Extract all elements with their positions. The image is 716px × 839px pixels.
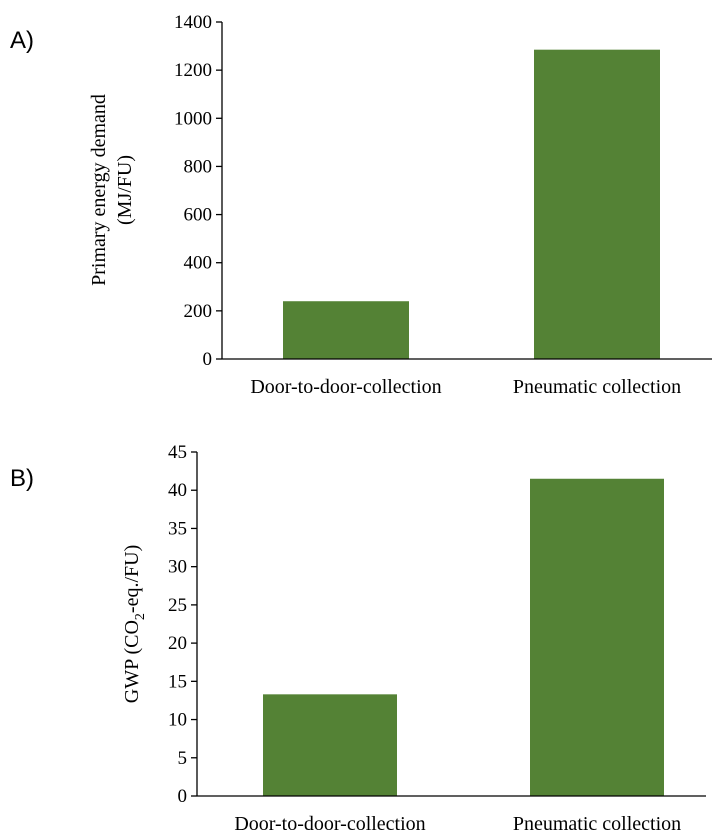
panel-b-y-axis-title-part-1: GWP (CO [121, 620, 143, 703]
panel-a-y-tick-label: 400 [184, 253, 213, 274]
panel-a-y-tick-label: 0 [203, 349, 213, 370]
panel-b-y-tick-label: 25 [168, 595, 187, 616]
panel-b-y-tick-label: 45 [168, 442, 187, 463]
panel-b-y-axis-title-subscript: 2 [133, 613, 148, 620]
panel-a-plot-area: 0 200 400 600 800 1000 1200 1400 Door-to-door-co… [174, 12, 712, 398]
panel-a-y-tick-label: 600 [184, 205, 213, 226]
panel-b-y-tick-label: 35 [168, 518, 187, 539]
panel-b-y-tick-label: 10 [168, 710, 187, 731]
panel-a-y-tick-label: 1400 [174, 12, 212, 33]
panel-b-y-axis-title-part-3: -eq./FU) [121, 545, 143, 613]
panel-a-bar-1 [283, 301, 409, 359]
panel-a-y-tick-label: 200 [184, 301, 213, 322]
panel-b-bar-1 [263, 694, 397, 796]
panel-b-y-tick-label: 15 [168, 671, 187, 692]
panel-a-y-axis-title-line-2: (MJ/FU) [114, 155, 136, 225]
panel-a-y-tick-label: 1200 [174, 60, 212, 81]
panel-b-y-tick-label: 30 [168, 557, 187, 578]
panel-a-energy-demand-chart: A) Primary energy demand (MJ/FU) 0 200 400… [10, 12, 712, 398]
panel-b-y-tick-label: 0 [178, 786, 188, 807]
panel-b-y-axis-title-text: GWP (CO2-eq./FU) [121, 545, 148, 703]
panel-b-bar-2 [530, 478, 664, 796]
panel-a-y-axis-title: Primary energy demand (MJ/FU) [88, 94, 136, 286]
panel-b-y-tick-label: 5 [178, 748, 188, 769]
panel-b-label: B) [10, 465, 34, 492]
panel-a-label: A) [10, 27, 34, 54]
panel-a-y-tick-label: 800 [184, 156, 213, 177]
panel-b-x-category-label: Pneumatic collection [513, 813, 681, 835]
panel-a-x-category-label: Door-to-door-collection [250, 376, 441, 398]
panel-a-y-tick-label: 1000 [174, 108, 212, 129]
panel-b-plot-area: 0 5 10 15 20 25 30 35 40 45 Door-to-door-collectio… [168, 442, 706, 835]
panel-a-y-axis-title-line-1: Primary energy demand [88, 94, 110, 286]
panel-b-y-axis-title: GWP (CO2-eq./FU) [121, 545, 148, 703]
panel-b-y-tick-label: 40 [168, 480, 187, 501]
panel-b-gwp-chart: B) GWP (CO2-eq./FU) 0 5 10 15 20 25 30 35 40 45 Do… [10, 442, 706, 835]
panel-b-x-category-label: Door-to-door-collection [234, 813, 425, 835]
panel-a-bar-2 [534, 49, 660, 360]
panel-b-y-tick-label: 20 [168, 633, 187, 654]
panel-a-x-category-label: Pneumatic collection [513, 376, 681, 398]
